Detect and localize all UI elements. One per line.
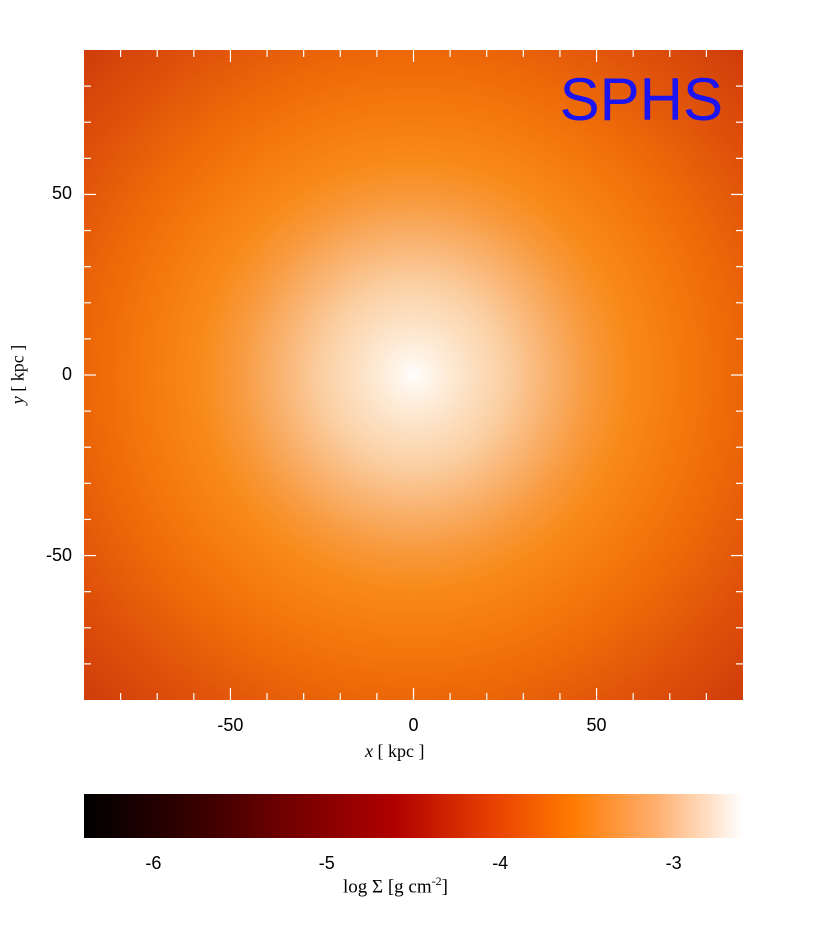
y-tick-label: -50 — [45, 544, 72, 565]
x-tick-label: 50 — [586, 715, 607, 735]
x-axis-label: x [ kpc ] — [365, 741, 425, 761]
colorbar-tick-label: -4 — [492, 853, 509, 873]
x-tick-label: -50 — [217, 715, 244, 735]
colorbar-tick-label: -3 — [665, 853, 682, 873]
colorbar-tick-label: -5 — [318, 853, 335, 873]
colorbar-gradient — [84, 794, 743, 838]
colorbar-tick-label: -6 — [145, 853, 162, 873]
y-tick-label: 0 — [61, 364, 72, 384]
density-map: SPHS — [84, 50, 743, 700]
simulation-label: SPHS — [559, 66, 723, 133]
x-tick-label: 0 — [408, 715, 419, 735]
colorbar — [84, 794, 743, 838]
plot-frame — [84, 50, 743, 700]
colorbar-label: log Σ [g cm-2] — [343, 874, 448, 898]
y-tick-label: 50 — [51, 183, 72, 204]
y-axis-label: y [ kpc ] — [7, 344, 28, 405]
